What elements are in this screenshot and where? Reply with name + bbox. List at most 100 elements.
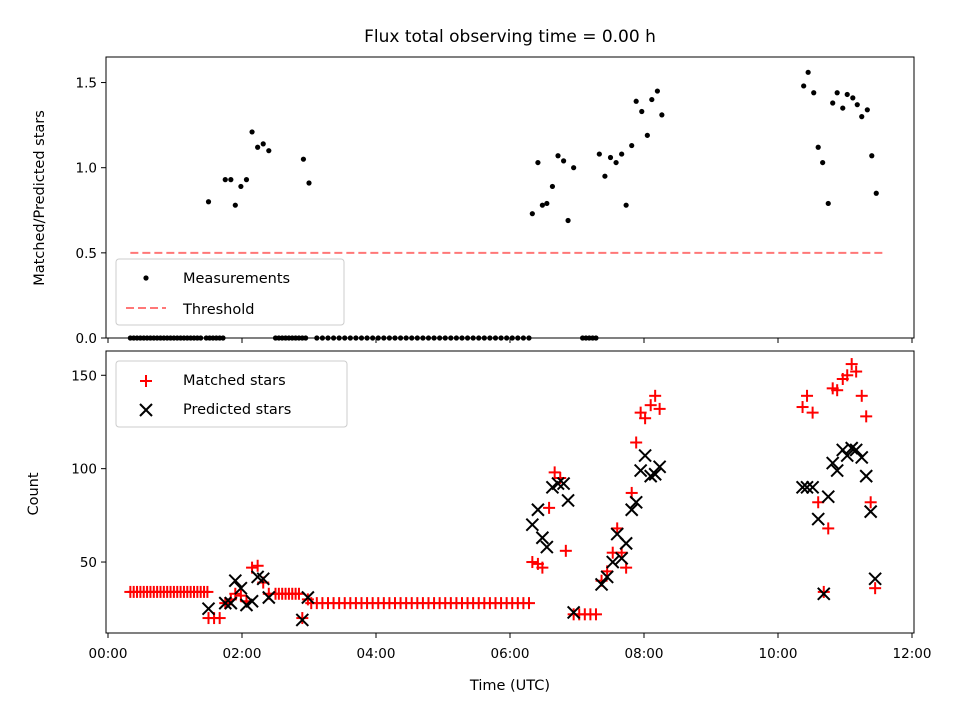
predicted-star-point: [606, 555, 620, 569]
predicted-star-point: [830, 463, 844, 478]
matched-star-point: [806, 406, 819, 419]
measurement-point: [544, 200, 550, 207]
measurement-point: [864, 107, 870, 113]
measurement-point: [607, 154, 614, 161]
predicted-star-point: [245, 594, 259, 608]
predicted-star-point: [648, 467, 662, 481]
count-x-tick-label: 02:00: [223, 646, 262, 662]
measurement-point: [619, 151, 625, 157]
matched-star-point: [201, 585, 214, 598]
ratio-y-tick-label: 1.5: [76, 76, 97, 92]
legend-matched-marker: [140, 375, 152, 387]
measurement-point: [815, 144, 821, 150]
predicted-star-point: [540, 540, 554, 554]
measurement-point: [260, 141, 266, 147]
matched-star-point: [536, 561, 549, 574]
predicted-star-point: [619, 536, 633, 551]
legend-predicted-label: Predicted stars: [183, 402, 291, 418]
matched-star-point: [845, 358, 858, 371]
measurement-point: [266, 148, 272, 154]
measurement-point: [654, 88, 660, 94]
measurement-point: [834, 90, 840, 96]
predicted-star-point: [531, 503, 545, 517]
predicted-star-point: [840, 448, 854, 463]
measurement-point: [840, 105, 846, 111]
count-y-tick-label: 150: [71, 368, 97, 384]
predicted-star-point: [262, 590, 276, 605]
predicted-star-point: [859, 469, 873, 483]
count-x-tick-label: 08:00: [625, 646, 664, 662]
count-points: [124, 358, 882, 627]
predicted-star-point: [863, 504, 878, 519]
matched-star-point: [589, 608, 602, 621]
legend-predicted-marker: [139, 403, 153, 417]
measurement-point: [529, 211, 535, 217]
predicted-star-point: [594, 577, 609, 592]
predicted-star-point: [234, 581, 248, 595]
matched-star-point: [653, 402, 666, 415]
matched-star-point: [559, 544, 572, 557]
count-legend: Matched stars Predicted stars: [115, 360, 348, 428]
predicted-star-point: [201, 602, 216, 616]
count-x-tick-label: 10:00: [759, 646, 798, 662]
count-panel: Count Time (UTC) 50 100 150 00:00 02:00 04:00…: [26, 350, 932, 694]
legend-matched-label: Matched stars: [183, 373, 286, 389]
matched-star-point: [522, 597, 535, 610]
predicted-star-point: [625, 503, 639, 517]
matched-star-point: [822, 522, 835, 535]
predicted-star-point: [556, 476, 571, 491]
predicted-star-point: [525, 517, 540, 532]
predicted-star-point: [652, 460, 667, 474]
count-y-tick-label: 50: [80, 555, 97, 571]
measurement-point: [825, 200, 831, 207]
measurement-point: [539, 202, 545, 208]
matched-star-point: [649, 389, 662, 402]
count-x-tick-label: 00:00: [89, 646, 128, 662]
predicted-star-point: [800, 480, 814, 495]
count-x-tick-label: 04:00: [357, 646, 396, 662]
measurement-point: [820, 159, 826, 166]
measurement-point: [633, 98, 639, 104]
matched-star-point: [801, 389, 814, 402]
count-plot-frame: [105, 350, 915, 634]
ratio-legend: Measurements Threshold: [115, 258, 345, 326]
measurement-point: [249, 129, 255, 135]
chart-title: Flux total observing time = 0.00 h: [364, 27, 656, 47]
matched-star-point: [817, 585, 830, 598]
measurement-point: [565, 217, 571, 224]
matched-star-point: [543, 501, 556, 514]
predicted-star-point: [228, 574, 243, 588]
count-x-tick-label: 12:00: [893, 646, 932, 662]
predicted-star-point: [218, 596, 232, 610]
matched-star-point: [841, 369, 854, 382]
matched-star-point: [296, 612, 309, 625]
legend-measurements-marker: [143, 275, 149, 281]
measurement-point: [854, 102, 860, 108]
predicted-star-point: [811, 512, 825, 526]
predicted-star-point: [535, 531, 550, 545]
ratio-y-tick-label: 0.0: [76, 331, 97, 347]
legend-measurements-label: Measurements: [183, 271, 290, 287]
measurement-point: [560, 158, 567, 164]
measurement-point: [205, 199, 212, 205]
predicted-star-point: [817, 587, 831, 601]
predicted-star-point: [629, 495, 643, 509]
predicted-star-point: [295, 613, 310, 627]
ratio-y-tick-label: 0.5: [76, 246, 97, 262]
ratio-axis-ticks: 0.0 0.5 1.0 1.5: [76, 76, 913, 347]
predicted-star-point: [614, 551, 629, 566]
matched-star-point: [548, 466, 561, 479]
matched-star-point: [855, 389, 868, 402]
measurement-point: [639, 108, 645, 115]
matched-star-point: [860, 410, 873, 423]
measurement-point: [602, 173, 608, 179]
measurement-point: [850, 95, 856, 101]
matched-star-point: [850, 365, 863, 378]
measurement-point: [623, 202, 629, 208]
predicted-star-point: [551, 476, 565, 491]
measurement-point: [830, 100, 836, 106]
measurement-points: [127, 69, 879, 341]
measurement-point: [555, 153, 561, 159]
measurement-point: [549, 183, 556, 190]
